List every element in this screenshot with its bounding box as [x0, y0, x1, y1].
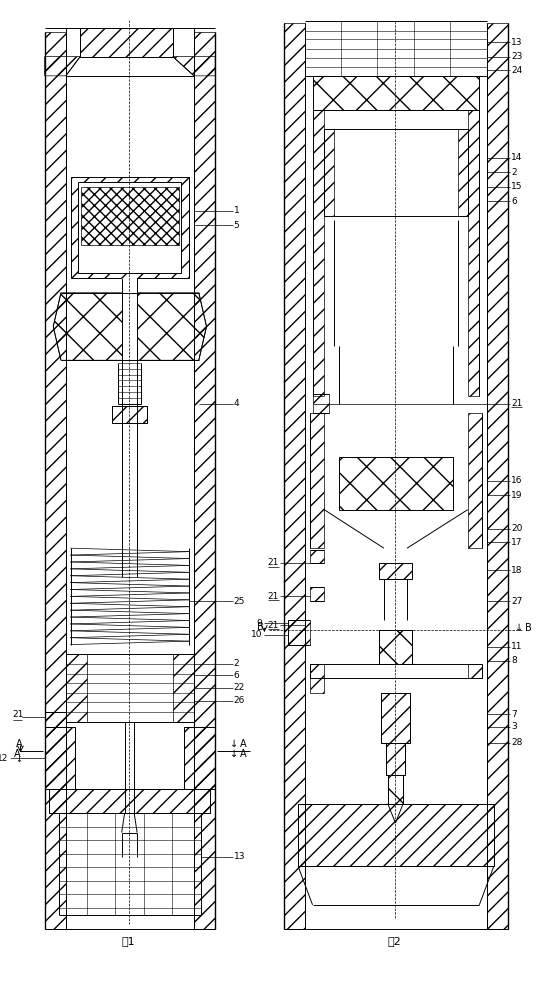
Bar — [78, 182, 182, 273]
Text: 2: 2 — [511, 168, 517, 177]
Text: A: A — [14, 749, 20, 759]
Bar — [112, 406, 147, 423]
Text: $\downarrow$A: $\downarrow$A — [228, 738, 248, 749]
Text: 27: 27 — [511, 597, 523, 606]
Text: 9: 9 — [257, 619, 263, 628]
Text: 10: 10 — [251, 630, 263, 639]
Bar — [458, 129, 468, 216]
Bar — [80, 28, 173, 57]
Bar — [122, 278, 137, 577]
Text: 19: 19 — [511, 491, 523, 500]
Text: B: B — [257, 622, 263, 632]
Text: 17: 17 — [511, 538, 523, 547]
Bar — [324, 129, 334, 216]
Bar — [194, 32, 215, 929]
Bar — [381, 693, 410, 743]
Bar — [487, 23, 508, 929]
Bar — [44, 712, 66, 727]
Text: 图1: 图1 — [122, 937, 135, 947]
Bar — [312, 110, 324, 396]
Text: 6: 6 — [511, 197, 517, 206]
Text: 26: 26 — [234, 696, 245, 705]
Text: 21: 21 — [511, 399, 523, 408]
Bar — [310, 413, 324, 548]
Text: 1: 1 — [234, 206, 239, 215]
Bar — [44, 727, 76, 789]
Bar — [468, 110, 479, 396]
Text: 25: 25 — [234, 597, 245, 606]
Bar — [388, 775, 403, 804]
Bar — [386, 743, 405, 775]
Text: $\downarrow$A: $\downarrow$A — [228, 748, 248, 759]
Text: 21: 21 — [267, 558, 279, 567]
Text: 15: 15 — [511, 182, 523, 191]
Bar — [81, 187, 178, 245]
Bar — [288, 620, 310, 645]
Bar — [468, 664, 482, 678]
Bar — [468, 413, 482, 548]
Text: 图2: 图2 — [388, 937, 401, 947]
Text: 18: 18 — [511, 566, 523, 575]
Text: 4: 4 — [234, 399, 239, 408]
Bar — [379, 630, 412, 664]
Text: 23: 23 — [511, 52, 523, 61]
Text: 14: 14 — [511, 153, 523, 162]
Bar — [310, 678, 324, 693]
Text: 21: 21 — [13, 710, 24, 719]
Bar — [71, 177, 189, 278]
Text: 28: 28 — [511, 738, 523, 747]
Bar — [184, 727, 215, 789]
Text: 3: 3 — [511, 722, 517, 731]
Text: 11: 11 — [511, 642, 523, 651]
Bar — [312, 76, 479, 110]
Text: 24: 24 — [511, 66, 523, 75]
Bar — [310, 550, 324, 563]
Bar — [339, 457, 453, 510]
Bar — [310, 587, 324, 601]
Text: A: A — [16, 739, 23, 749]
Bar — [284, 23, 305, 929]
Text: 22: 22 — [234, 683, 245, 692]
Bar — [312, 394, 329, 413]
Text: $\downarrow$: $\downarrow$ — [14, 754, 23, 764]
Bar — [66, 654, 87, 722]
Text: 7: 7 — [511, 710, 517, 719]
Text: 2: 2 — [234, 659, 239, 668]
Text: $\downarrow$B: $\downarrow$B — [513, 622, 533, 633]
Text: 13: 13 — [511, 38, 523, 47]
Text: 13: 13 — [234, 852, 245, 861]
Bar — [173, 654, 194, 722]
Bar — [49, 789, 210, 813]
Text: 21: 21 — [267, 621, 279, 630]
Text: 21: 21 — [267, 592, 279, 601]
Bar — [310, 664, 324, 678]
Text: 6: 6 — [234, 671, 239, 680]
Text: 8: 8 — [511, 656, 517, 665]
Text: 5: 5 — [234, 221, 239, 230]
Text: 12: 12 — [0, 754, 9, 763]
Text: 16: 16 — [511, 476, 523, 485]
Bar — [379, 563, 412, 579]
Bar — [44, 32, 66, 929]
Text: 20: 20 — [511, 524, 523, 533]
Bar — [298, 804, 494, 866]
